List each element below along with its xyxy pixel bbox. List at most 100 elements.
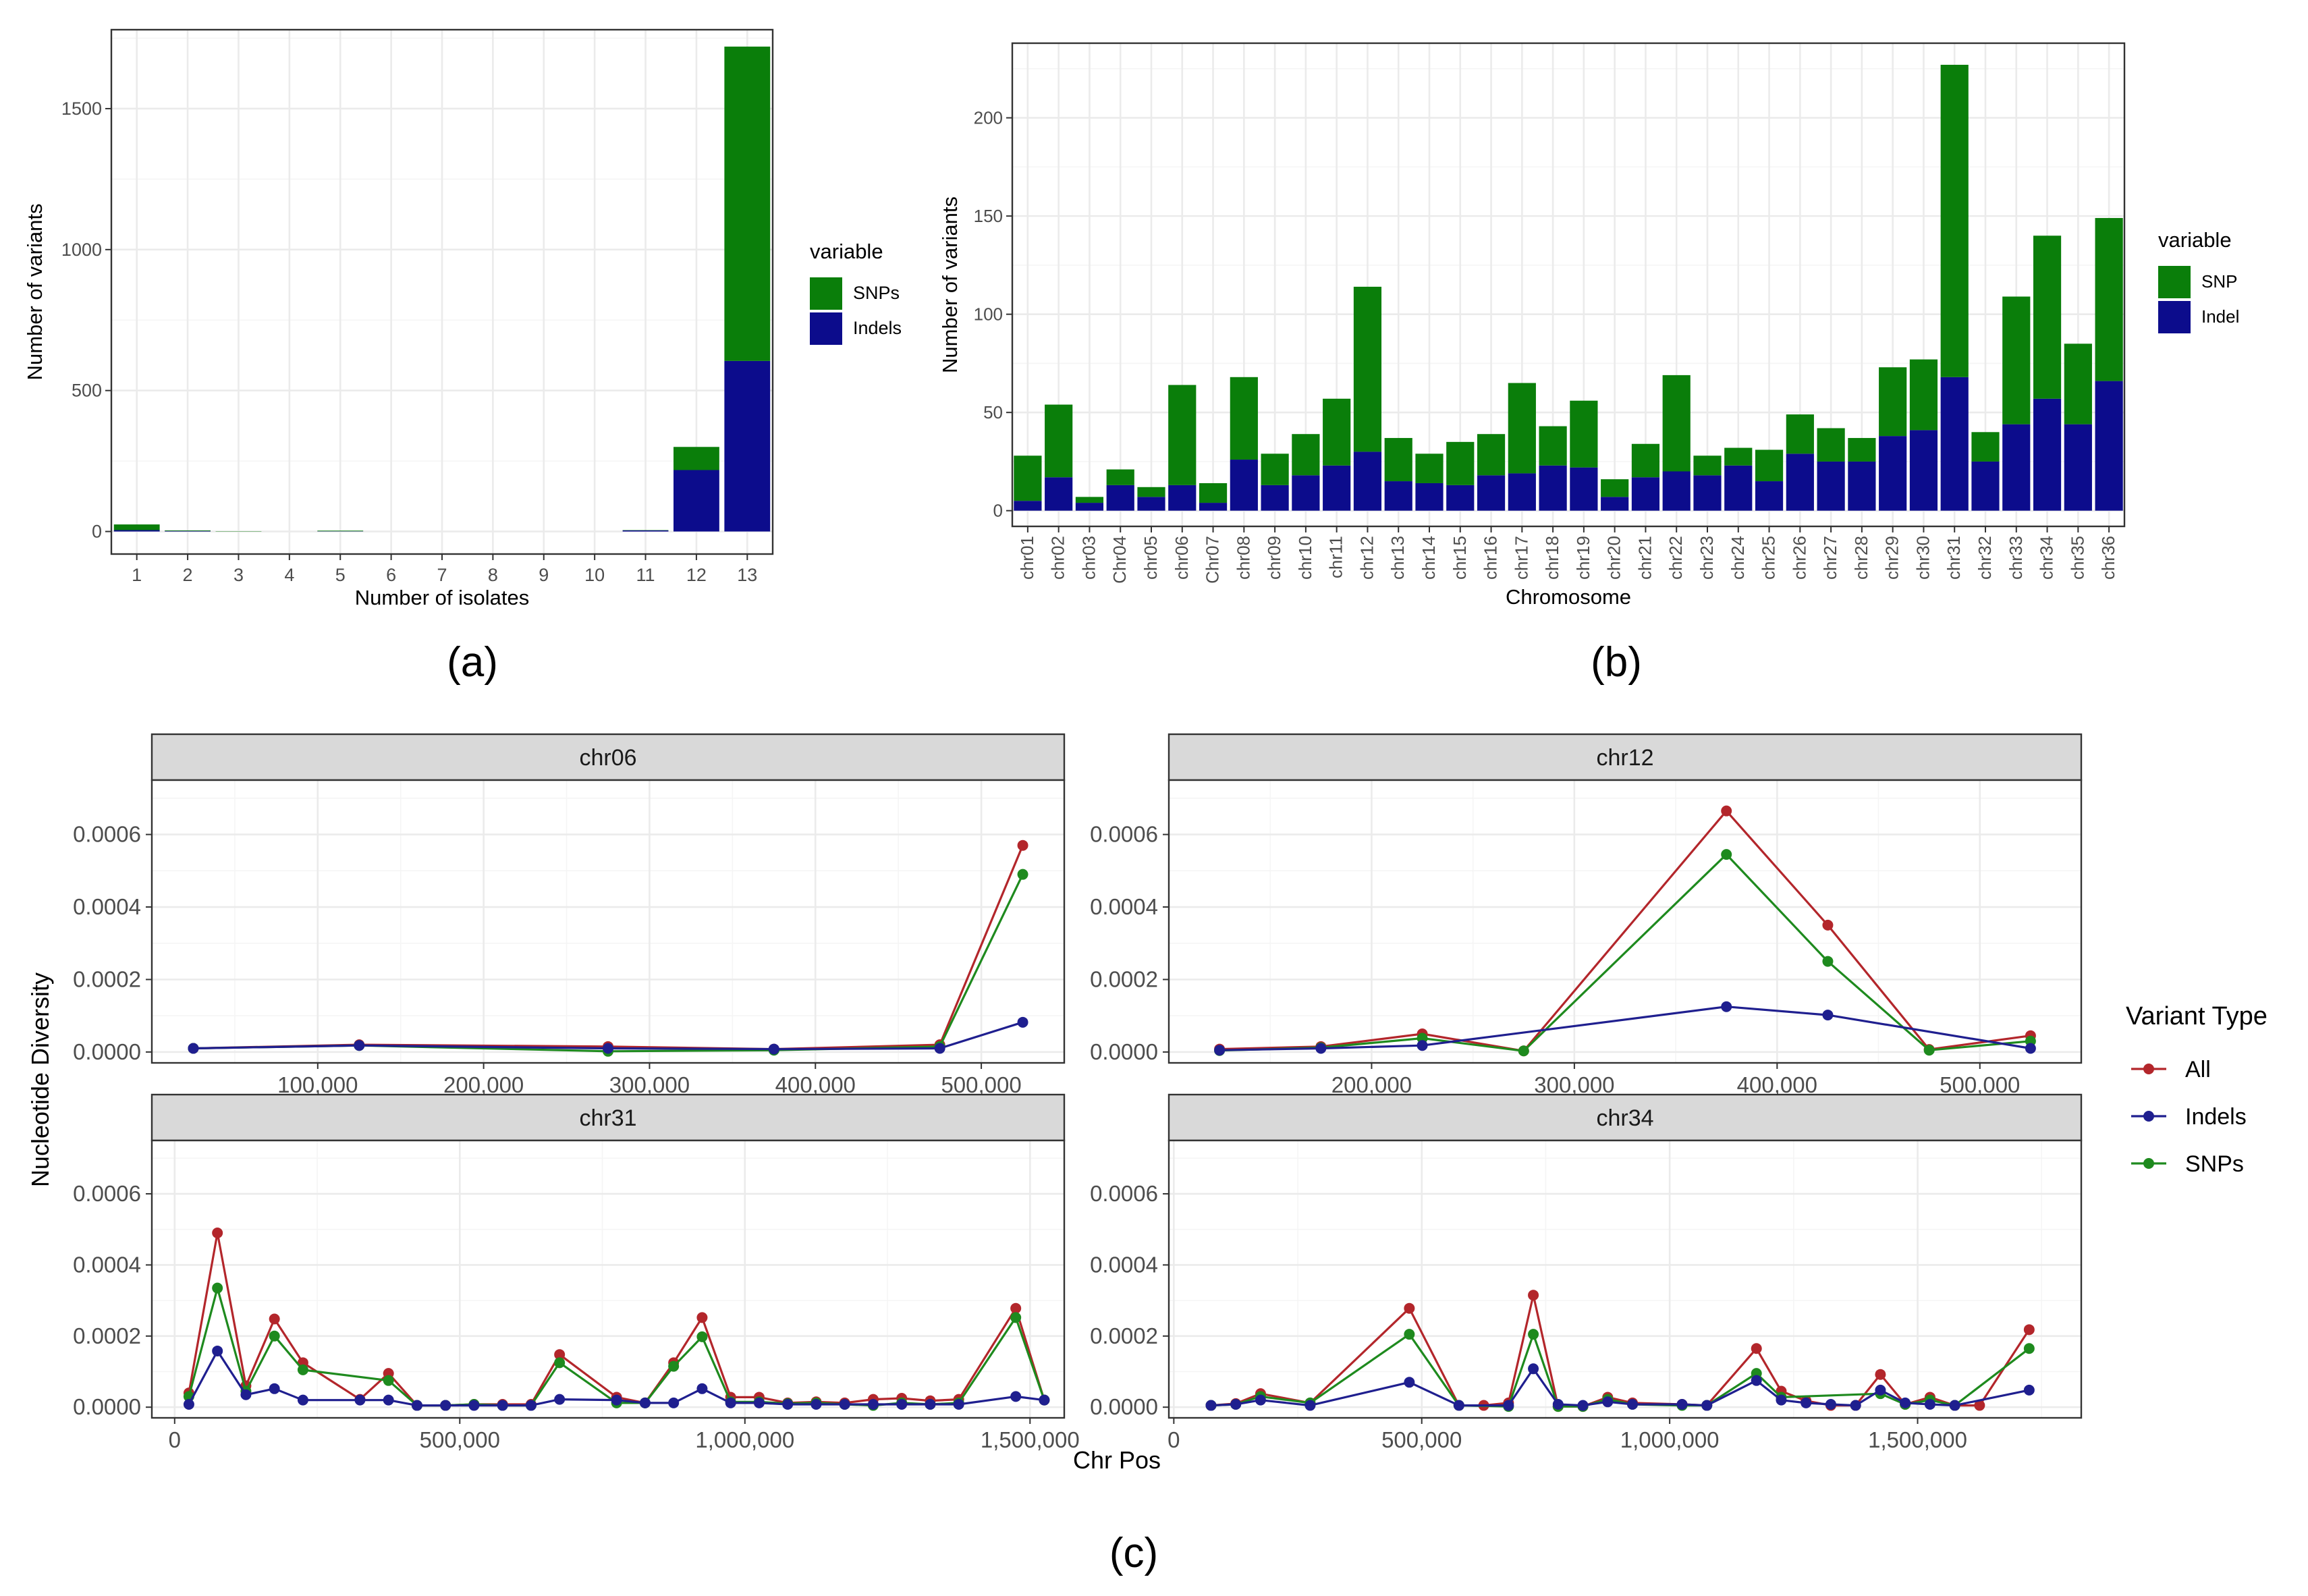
- bar-indel-chr22: [1662, 471, 1691, 511]
- x-tick-label: 500,000: [1940, 1072, 2020, 1097]
- legend-key-indels: [810, 312, 842, 345]
- x-tick-label: 1,500,000: [981, 1427, 1080, 1452]
- bar-snp-chr26: [1786, 414, 1814, 454]
- facet-strip-label: chr06: [579, 745, 636, 771]
- x-axis-title: Number of isolates: [355, 586, 529, 609]
- point-snps: [1010, 1312, 1022, 1323]
- facet-chr34: chr34 0.0000 0.0002 0.0004 0.0006 0 500,000 1,0…: [1090, 1093, 2083, 1452]
- y-tick-label: 0.0004: [1090, 894, 1158, 919]
- facet-strip-label: chr12: [1596, 745, 1653, 771]
- point-indels: [212, 1345, 223, 1356]
- point-all: [696, 1312, 708, 1323]
- line-indels-chr06: [193, 1021, 1023, 1051]
- x-tick-label: chr36: [2098, 536, 2118, 580]
- point-indels: [1552, 1398, 1564, 1410]
- facet-chr31: chr31 0.0000 0.0002 0.0004 0.0006 0 500,000 1,0…: [73, 1093, 1080, 1452]
- plot-border: [150, 1139, 1066, 1419]
- y-tick-label: 0.0004: [73, 1252, 141, 1277]
- y-axis-title: Nucleotide Diversity: [26, 972, 54, 1187]
- bar-indel-chr17: [1508, 473, 1536, 511]
- y-tick-label: 150: [974, 206, 1003, 226]
- point-all: [1721, 805, 1732, 817]
- bar-indel-chr15: [1446, 485, 1475, 511]
- facet-chr12: chr12 0.0000 0.0002 0.0004 0.0006 200,000 300,…: [1090, 733, 2083, 1097]
- bar-snp-chr22: [1662, 375, 1691, 472]
- y-tick-label: 500: [72, 381, 102, 401]
- plot-background: [1169, 1140, 2081, 1418]
- point-all: [554, 1349, 566, 1360]
- point-indels: [1230, 1398, 1242, 1410]
- x-tick-label: 300,000: [609, 1072, 690, 1097]
- point-indels: [525, 1400, 537, 1411]
- x-tick-label: 1,500,000: [1868, 1427, 1967, 1452]
- legend-label-indel: Indel: [2201, 306, 2239, 327]
- panel-c: chr06 0.0000 0.0002 0.0004 0.0006 100,000 200,…: [26, 733, 2268, 1576]
- point-indels: [934, 1043, 945, 1054]
- bar-indel-chr08: [1230, 460, 1258, 511]
- point-indels: [183, 1398, 194, 1410]
- x-tick-label: chr19: [1573, 536, 1593, 580]
- y-tick-label: 0.0006: [73, 1181, 141, 1206]
- bar-snp-chr04: [1106, 469, 1134, 485]
- point-snps: [554, 1357, 566, 1369]
- legend: variable SNPs Indels: [810, 240, 902, 345]
- x-tick-label: Chr07: [1203, 536, 1223, 584]
- y-tick-label: 0.0006: [1090, 822, 1158, 847]
- point-indels: [1875, 1384, 1886, 1396]
- point-all: [1875, 1369, 1886, 1380]
- point-indels: [1949, 1400, 1960, 1411]
- facet-strip-label: chr34: [1596, 1105, 1653, 1131]
- point-indels: [2023, 1384, 2035, 1396]
- y-tick-label: 200: [974, 108, 1003, 128]
- bar-snp-chr28: [1848, 438, 1876, 462]
- point-indels: [1039, 1394, 1050, 1406]
- line-snps-chr12: [1219, 853, 2031, 1052]
- legend-key-point-indels: [2143, 1111, 2154, 1122]
- bar-snp-chr30: [1909, 359, 1938, 431]
- point-indels: [603, 1043, 613, 1054]
- x-tick-label: chr13: [1387, 536, 1408, 580]
- bar-indel-chr14: [1415, 483, 1444, 511]
- bar-indel-chr31: [1940, 377, 1969, 511]
- plot-border: [150, 779, 1066, 1064]
- bar-indel-chr11: [1323, 465, 1351, 511]
- point-indels: [1822, 1010, 1834, 1021]
- bar-indel-chr24: [1724, 465, 1753, 511]
- bar-indels-11: [622, 530, 669, 532]
- bar-indel-chr25: [1755, 481, 1784, 511]
- y-tick-label: 0.0000: [73, 1039, 141, 1064]
- bar-snp-chr16: [1477, 434, 1506, 476]
- x-tick-label: 9: [539, 565, 549, 585]
- point-indels: [725, 1397, 736, 1408]
- bar-snp-chr01: [1014, 456, 1042, 501]
- bar-snps-5: [317, 530, 364, 532]
- point-indels: [611, 1394, 622, 1406]
- point-all: [1528, 1290, 1539, 1301]
- bar-snp-chr24: [1724, 447, 1753, 466]
- legend-key-indel: [2158, 301, 2191, 333]
- legend-label-all: All: [2185, 1057, 2211, 1082]
- legend-label-indels: Indels: [2185, 1104, 2247, 1130]
- bar-snp-chr10: [1292, 434, 1320, 476]
- bar-snp-chr07: [1199, 483, 1228, 503]
- bar-indel-chr20: [1601, 497, 1629, 511]
- point-snps: [696, 1331, 708, 1342]
- point-indels: [1010, 1391, 1022, 1402]
- bar-indel-chr33: [2002, 424, 2031, 511]
- x-tick-label: 500,000: [1381, 1427, 1462, 1452]
- point-snps: [297, 1364, 308, 1375]
- bar-indel-chr29: [1879, 436, 1907, 511]
- plot-border: [1167, 779, 2083, 1064]
- point-indels: [188, 1043, 199, 1054]
- bar-snp-chr36: [2095, 218, 2123, 381]
- bar-snps-12: [674, 447, 719, 470]
- point-indels: [1701, 1400, 1713, 1411]
- legend-key-snps: [810, 277, 842, 310]
- y-axis-title: Number of variants: [938, 196, 962, 373]
- point-indels: [354, 1040, 365, 1051]
- bar-indel-chr16: [1477, 475, 1506, 511]
- panel-b: 0 50 100 150 200 chr01 chr02 chr03 Chr04 chr05 chr…: [938, 42, 2239, 686]
- x-tick-label: 500,000: [941, 1072, 1021, 1097]
